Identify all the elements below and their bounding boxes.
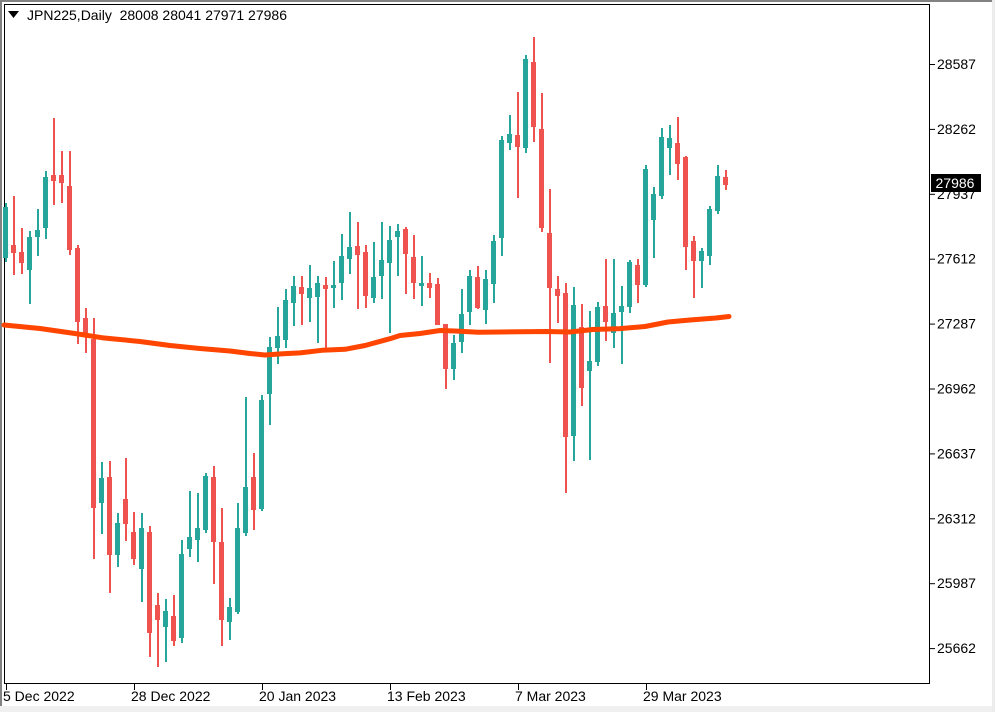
svg-text:26637: 26637: [937, 445, 976, 461]
svg-text:28262: 28262: [937, 121, 976, 137]
svg-text:27287: 27287: [937, 316, 976, 332]
svg-text:5 Dec 2022: 5 Dec 2022: [3, 688, 75, 704]
svg-text:13 Feb 2023: 13 Feb 2023: [387, 688, 466, 704]
svg-text:20 Jan 2023: 20 Jan 2023: [259, 688, 336, 704]
svg-text:28587: 28587: [937, 56, 976, 72]
svg-text:7 Mar 2023: 7 Mar 2023: [515, 688, 586, 704]
svg-text:25987: 25987: [937, 575, 976, 591]
svg-text:JPN225,Daily 28008 28041 2797: JPN225,Daily 28008 28041 27971 27986: [27, 7, 287, 23]
svg-text:25662: 25662: [937, 640, 976, 656]
svg-text:26962: 26962: [937, 381, 976, 397]
svg-text:28 Dec 2022: 28 Dec 2022: [131, 688, 211, 704]
svg-text:26312: 26312: [937, 510, 976, 526]
svg-text:27986: 27986: [936, 175, 975, 191]
svg-text:27612: 27612: [937, 251, 976, 267]
svg-text:29 Mar 2023: 29 Mar 2023: [643, 688, 722, 704]
